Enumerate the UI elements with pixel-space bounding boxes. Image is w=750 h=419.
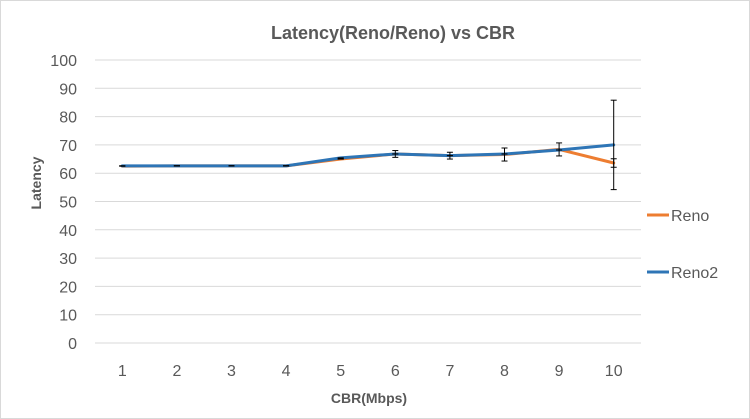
y-tick-label: 90: [59, 81, 77, 98]
legend: Reno Reno2: [647, 208, 718, 282]
x-tick-label: 7: [445, 363, 454, 380]
y-axis-title: Latency: [28, 156, 44, 209]
x-tick-label: 9: [555, 363, 564, 380]
series-lines: [120, 143, 616, 168]
y-tick-label: 10: [59, 308, 77, 325]
error-bar-reno: [556, 142, 563, 157]
y-tick-label: 30: [59, 251, 77, 268]
chart-title: Latency(Reno/Reno) vs CBR: [271, 23, 515, 43]
x-tick-label: 8: [500, 363, 509, 380]
legend-item-reno2: Reno2: [647, 265, 718, 282]
x-axis-title: CBR(Mbps): [331, 390, 407, 406]
series-line-reno2: [120, 143, 616, 168]
legend-label: Reno: [671, 208, 709, 225]
error-bar-reno: [501, 147, 508, 162]
y-tick-label: 80: [59, 110, 77, 127]
y-tick-label: 50: [59, 195, 77, 212]
error-bar-reno2: [610, 99, 617, 191]
x-tick-label: 4: [282, 363, 291, 380]
x-tick-label: 1: [118, 363, 127, 380]
grid-lines: [95, 59, 641, 344]
x-tick-label: 2: [172, 363, 181, 380]
error-bars: [119, 99, 617, 191]
x-tick-label: 10: [605, 363, 623, 380]
y-tick-label: 60: [59, 166, 77, 183]
y-tick-label: 0: [68, 336, 77, 353]
x-tick-label: 3: [227, 363, 236, 380]
legend-item-reno: Reno: [647, 208, 709, 225]
y-tick-label: 20: [59, 279, 77, 296]
y-tick-label: 70: [59, 138, 77, 155]
x-tick-labels: 1 2 3 4 5 6 7 8 9 10: [118, 363, 623, 380]
x-tick-label: 5: [336, 363, 345, 380]
x-tick-label: 6: [391, 363, 400, 380]
y-tick-label: 40: [59, 223, 77, 240]
legend-label: Reno2: [671, 265, 718, 282]
y-tick-labels: 0 10 20 30 40 50 60 70 80 90 100: [50, 53, 77, 353]
y-tick-label: 100: [50, 53, 77, 70]
